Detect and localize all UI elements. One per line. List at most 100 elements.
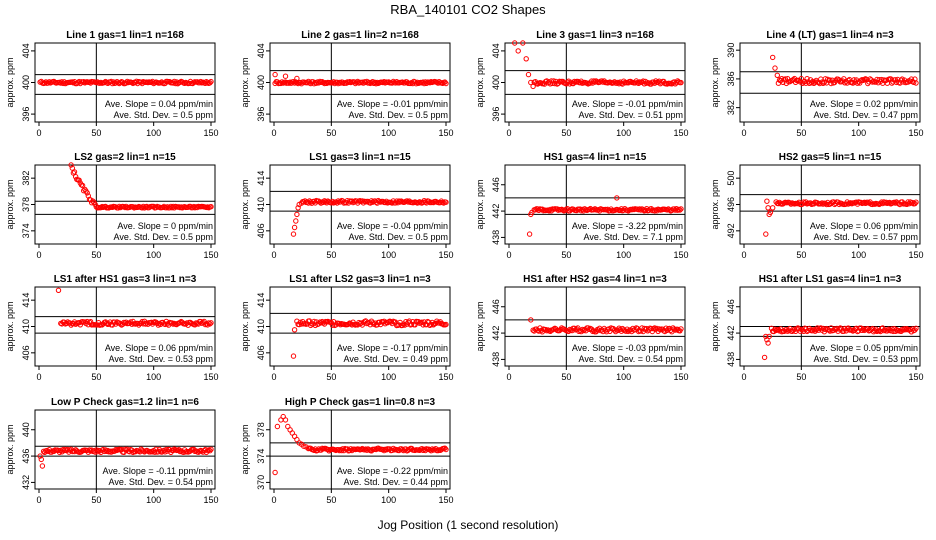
y-axis-label: approx. ppm	[240, 179, 250, 229]
data-point	[766, 333, 772, 340]
x-tick-label: 150	[908, 250, 923, 260]
x-tick-label: 50	[326, 372, 336, 382]
y-tick-label: 370	[256, 475, 266, 490]
y-tick-label: 438	[491, 352, 501, 367]
data-point	[827, 328, 833, 334]
std-dev-annotation: Ave. Std. Dev. = 0.5 ppm	[349, 232, 448, 242]
x-tick-label: 0	[741, 250, 746, 260]
data-point	[772, 65, 778, 71]
x-tick-label: 0	[741, 372, 746, 382]
data-point	[861, 76, 868, 83]
data-point	[76, 177, 82, 183]
slope-annotation: Ave. Slope = -0.22 ppm/min	[337, 466, 448, 476]
data-point	[536, 328, 542, 334]
data-point	[893, 79, 900, 86]
x-tick-label: 50	[91, 250, 101, 260]
panel-3: Line 3 gas=1 lin=3 n=168 0 50 100 150 396 400 4…	[475, 30, 689, 138]
data-point	[207, 448, 213, 454]
std-dev-annotation: Ave. Std. Dev. = 0.44 ppm	[344, 477, 448, 487]
data-point	[765, 340, 771, 346]
panel-12: HS1 after LS1 gas=4 lin=1 n=3 0 50 100 150 43…	[710, 274, 924, 382]
panel-title: HS2 gas=5 lin=1 n=15	[779, 152, 882, 163]
data-point	[763, 231, 769, 237]
x-tick-label: 50	[326, 495, 336, 505]
data-point	[674, 207, 681, 213]
y-tick-label: 446	[491, 177, 501, 192]
y-tick-label: 492	[726, 223, 736, 238]
y-tick-label: 414	[21, 293, 31, 308]
panel-13: Low P Check gas=1.2 lin=1 n=6 0 50 100 150 43…	[5, 397, 219, 505]
y-tick-label: 400	[21, 75, 31, 90]
data-point	[408, 321, 415, 328]
slope-annotation: Ave. Slope = -3.22 ppm/min	[572, 221, 683, 231]
x-tick-label: 0	[36, 250, 41, 260]
data-point	[883, 199, 889, 206]
data-point	[858, 77, 864, 84]
x-tick-label: 0	[36, 495, 41, 505]
x-tick-label: 50	[91, 128, 101, 138]
x-tick-label: 100	[616, 250, 631, 260]
std-dev-annotation: Ave. Std. Dev. = 0.54 ppm	[109, 477, 213, 487]
std-dev-annotation: Ave. Std. Dev. = 0.5 ppm	[114, 232, 213, 242]
x-tick-label: 150	[438, 495, 453, 505]
data-point	[820, 80, 826, 87]
data-point	[429, 446, 435, 452]
data-point	[537, 325, 543, 331]
data-point	[442, 79, 448, 85]
data-point	[301, 443, 307, 449]
page-title: RBA_140101 CO2 Shapes	[390, 2, 546, 17]
y-tick-label: 440	[21, 422, 31, 437]
slope-annotation: Ave. Slope = 0.04 ppm/min	[105, 99, 213, 109]
std-dev-annotation: Ave. Std. Dev. = 0.47 ppm	[814, 110, 918, 120]
data-point	[515, 48, 521, 54]
x-tick-label: 50	[796, 250, 806, 260]
data-point	[419, 319, 425, 325]
data-point	[615, 79, 621, 86]
data-point	[892, 77, 899, 83]
x-tick-label: 100	[146, 372, 161, 382]
data-point	[764, 198, 770, 204]
data-point	[207, 321, 213, 327]
y-tick-label: 410	[21, 319, 31, 334]
y-tick-label: 400	[491, 75, 501, 90]
x-tick-label: 50	[561, 128, 571, 138]
y-axis-label: approx. ppm	[240, 57, 250, 107]
data-point	[39, 463, 46, 469]
panel-title: HS1 after HS2 gas=4 lin=1 n=3	[523, 274, 667, 285]
data-point	[317, 78, 323, 85]
panel-title: LS1 after LS2 gas=3 lin=1 n=3	[289, 274, 431, 285]
data-point	[70, 170, 77, 176]
x-tick-label: 100	[616, 372, 631, 382]
data-point	[841, 328, 847, 334]
x-tick-label: 150	[203, 495, 218, 505]
x-tick-label: 150	[673, 372, 688, 382]
x-tick-label: 0	[271, 128, 276, 138]
panel-title: LS1 after HS1 gas=3 lin=1 n=3	[54, 274, 197, 285]
x-tick-label: 50	[91, 495, 101, 505]
data-point	[272, 469, 278, 476]
panel-2: Line 2 gas=1 lin=2 n=168 0 50 100 150 396 400 4…	[240, 30, 454, 138]
panel-4: Line 4 (LT) gas=1 lin=4 n=3 0 50 100 150 382 3…	[710, 30, 924, 138]
data-point	[913, 199, 919, 205]
data-point	[68, 162, 74, 168]
data-point	[525, 71, 532, 78]
data-point	[399, 322, 406, 329]
data-point	[71, 169, 78, 175]
data-point	[295, 205, 301, 211]
data-point	[804, 76, 810, 82]
data-point	[37, 453, 43, 459]
data-point	[443, 80, 449, 87]
shared-x-axis-label: Jog Position (1 second resolution)	[377, 518, 559, 532]
data-point	[677, 207, 683, 213]
y-axis-label: approx. ppm	[5, 57, 15, 107]
y-tick-label: 378	[21, 197, 31, 212]
data-point	[208, 204, 214, 210]
data-point	[911, 79, 917, 86]
y-tick-label: 446	[491, 299, 501, 314]
data-point	[42, 80, 48, 86]
std-dev-annotation: Ave. Std. Dev. = 0.5 ppm	[349, 110, 448, 120]
y-tick-label: 406	[21, 345, 31, 360]
data-point	[671, 326, 677, 332]
data-point	[765, 205, 771, 211]
x-tick-label: 50	[561, 372, 571, 382]
